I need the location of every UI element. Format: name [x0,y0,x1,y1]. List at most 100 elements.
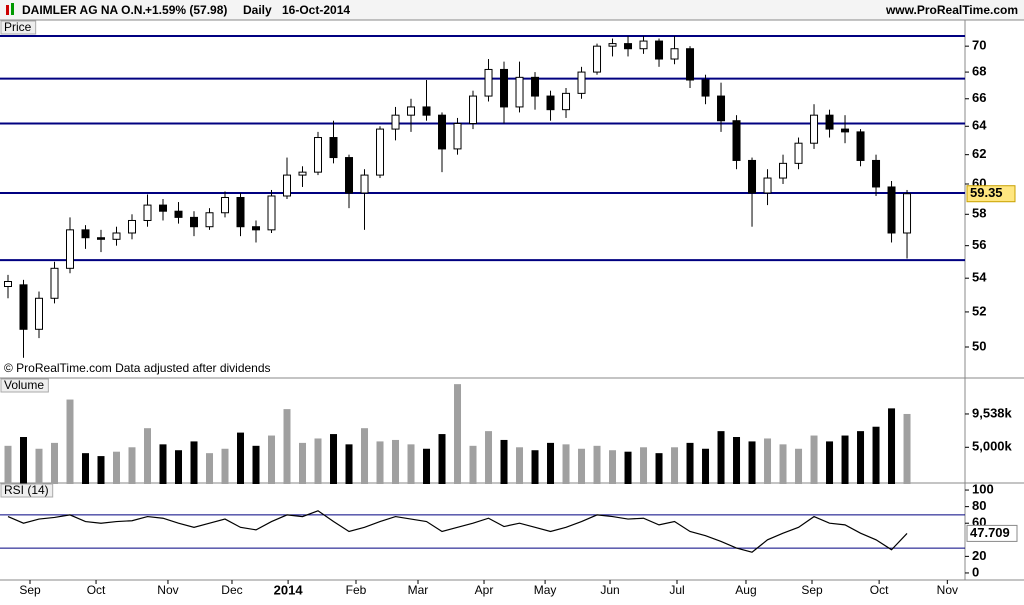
date: 16-Oct-2014 [282,3,350,17]
change: +1.59% (57.98) [145,3,227,17]
candle-body [453,122,462,150]
candle-body [190,216,199,228]
volume-bar [531,450,539,484]
candle-body [779,162,788,179]
x-tick-label: Sep [19,583,41,597]
volume-bar [190,441,198,484]
candle-body [3,281,12,288]
volume-bar [407,444,415,484]
volume-bar [314,438,322,484]
volume-bar [469,445,477,484]
volume-bar [392,439,400,484]
last-rsi-box [966,524,1018,542]
volume-bar [795,448,803,484]
volume-bar [640,447,648,484]
candle-body [128,219,137,234]
symbol: DAIMLER AG NA O.N. [22,3,146,17]
volume-bar [593,445,601,484]
volume-bar [764,438,772,484]
candle-body [717,95,726,122]
volume-bar [376,441,384,484]
volume-bar [609,450,617,484]
volume-bar [361,428,369,484]
y-tick-label: 68 [972,64,986,79]
candle-body [283,174,292,197]
volume-bar [717,431,725,484]
candle-body [205,212,214,228]
candle-body [670,48,679,60]
volume-bar [299,442,307,484]
candle-body [252,226,261,231]
candle-body [391,114,400,130]
volume-bar [841,435,849,484]
candle-body [484,68,493,97]
candle-body [608,43,617,47]
volume-bar [283,409,291,484]
y-tick-label: 0 [972,564,979,579]
volume-bar [516,447,524,484]
x-tick-label: Feb [346,583,367,597]
candle-body [856,131,865,161]
volume-bar [857,431,865,484]
panel-title-box [0,483,54,498]
y-tick-label: 5,000k [972,439,1013,454]
x-tick-label: Dec [221,583,242,597]
x-tick-label: 2014 [274,582,304,597]
candle-body [112,232,121,240]
x-tick-label: Jul [669,583,684,597]
candle-body [887,186,896,234]
candle-body [345,157,354,194]
volume-bar [159,444,167,484]
candle-body [329,137,338,159]
volume-bar [66,399,74,484]
volume-bar [221,448,229,484]
x-tick-label: Sep [801,583,823,597]
y-tick-label: 52 [972,303,986,318]
volume-bar [702,448,710,484]
x-tick-label: May [534,583,557,597]
x-tick-label: Apr [475,583,494,597]
volume-bar [624,451,632,484]
candle-body [825,114,834,130]
candle-body [872,159,881,188]
volume-bar [655,453,663,484]
candle-body [422,106,431,116]
x-tick-label: Oct [870,583,889,597]
candle-body [267,195,276,231]
y-tick-label: 58 [972,206,986,221]
x-tick-label: Nov [157,583,178,597]
candle-body [143,204,152,221]
volume-bar [686,442,694,484]
last-rsi: 47.709 [970,525,1010,540]
volume-bar [19,437,27,484]
volume-bar [485,431,493,484]
y-tick-label: 64 [972,118,987,133]
volume-bar [562,444,570,484]
candle-body [546,95,555,111]
x-tick-label: Aug [735,583,756,597]
volume-bar [903,413,911,484]
candle-body [159,204,168,212]
volume-bar [779,444,787,484]
volume-bar [330,434,338,484]
volume-bar [206,453,214,484]
y-tick-label: 80 [972,498,986,513]
y-tick-label: 66 [972,90,986,105]
rsi-line [7,510,908,553]
note: © ProRealTime.com Data adjusted after di… [4,361,271,375]
candle-body [655,40,664,60]
y-tick-label: 50 [972,338,986,353]
candle-body [66,229,75,269]
candle-body [562,92,571,111]
header-bar [0,0,1024,20]
candle-body [376,128,385,176]
candle-body [794,142,803,164]
logo [6,5,9,15]
last-price: 59.35 [970,185,1003,200]
candle-body [841,128,850,133]
candle-body [298,171,307,176]
y-tick-label: 70 [972,38,986,53]
volume-bar [113,451,121,484]
candle-body [624,43,633,50]
candle-body [360,174,369,194]
